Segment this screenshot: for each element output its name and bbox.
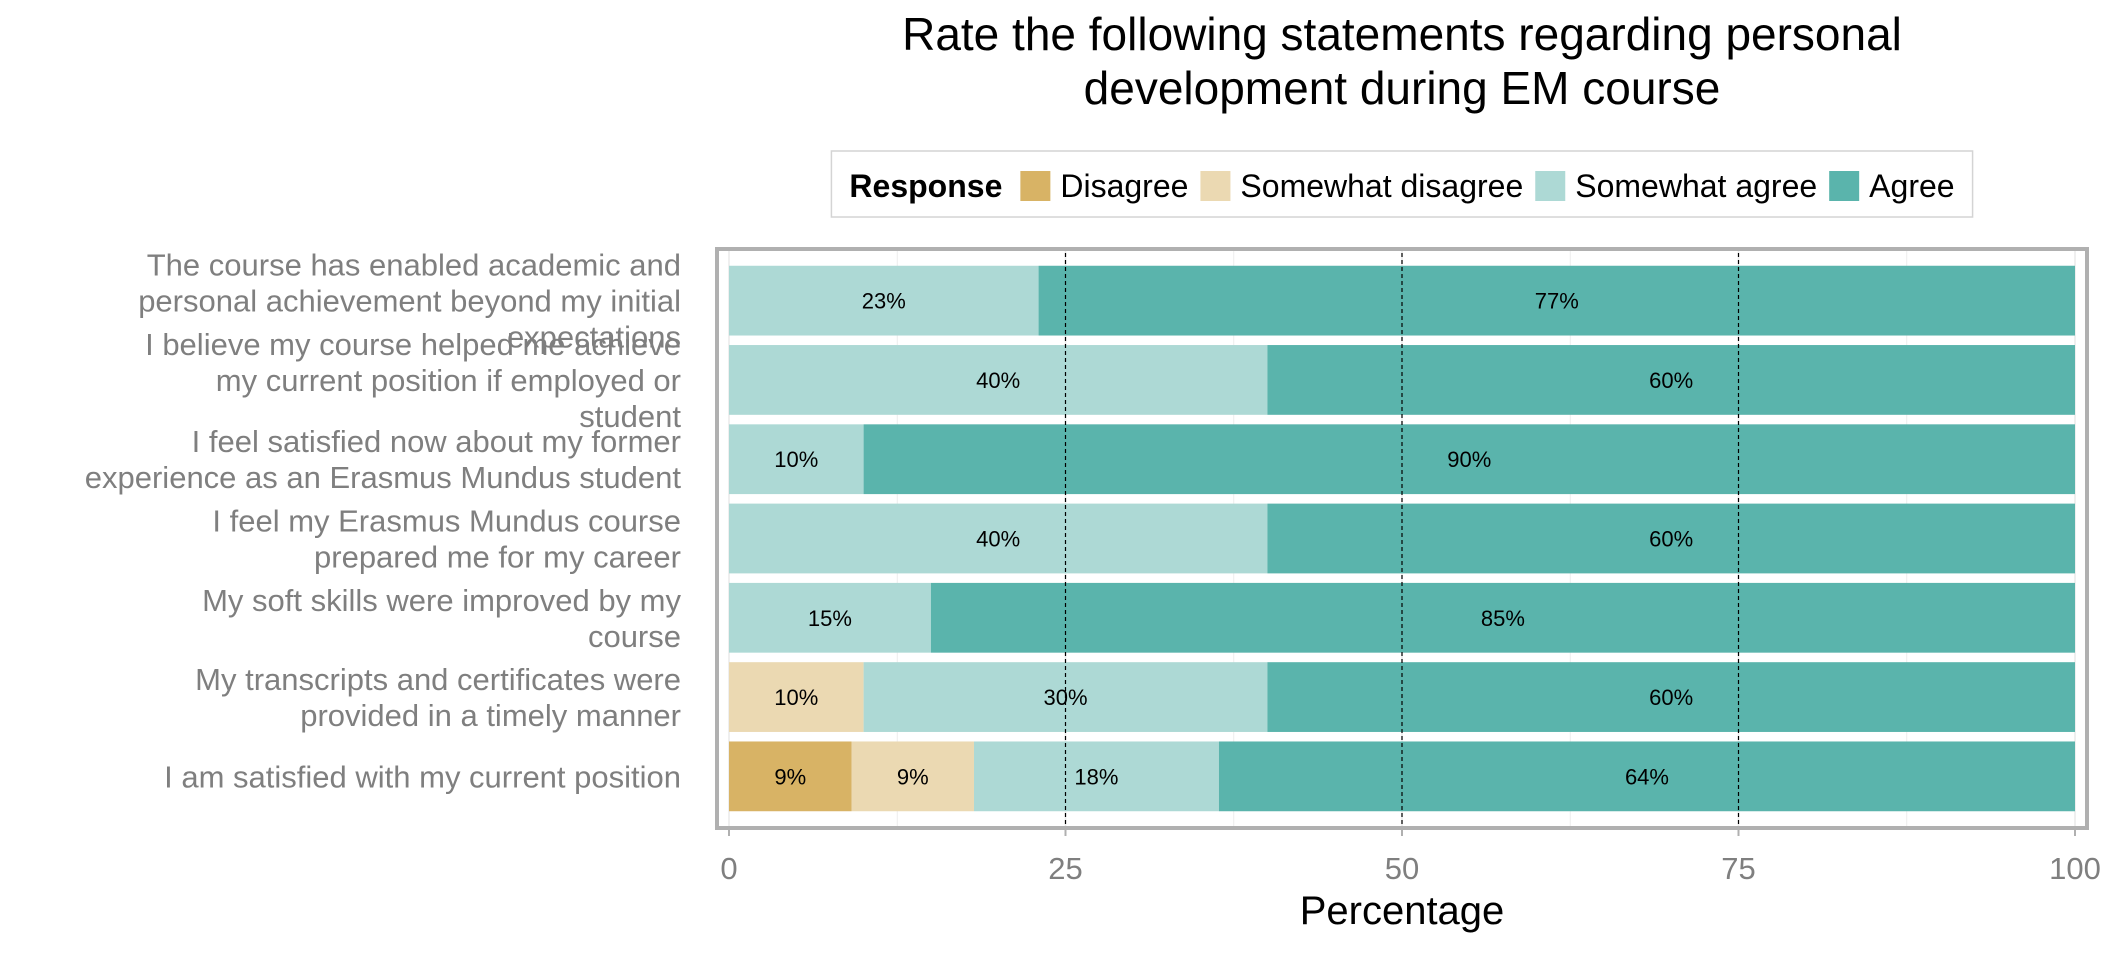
bar-label: 9%	[774, 764, 806, 789]
chart-title: Rate the following statements regarding …	[902, 8, 1902, 114]
bar-segment	[729, 265, 1039, 336]
bar-label: 10%	[774, 447, 818, 472]
y-tick-label: student	[579, 399, 681, 434]
y-tick-label: My transcripts and certificates were	[195, 662, 681, 697]
y-tick-label: course	[588, 619, 681, 654]
legend-title: Response	[849, 168, 1002, 204]
y-axis: The course has enabled academic andperso…	[85, 248, 682, 795]
bar-label: 60%	[1649, 527, 1693, 552]
bar-segment	[729, 503, 1268, 574]
bar-label: 23%	[862, 289, 906, 314]
bar-segment	[729, 741, 852, 812]
bar-label: 90%	[1447, 447, 1491, 472]
reference-lines	[715, 247, 2089, 830]
y-tick-label: experience as an Erasmus Mundus student	[85, 460, 682, 495]
bar-label: 10%	[774, 685, 818, 710]
x-tick-label: 100	[2049, 851, 2101, 886]
y-tick-label: expectations	[507, 320, 681, 355]
bar-segment	[851, 741, 974, 812]
bar-label: 30%	[1043, 685, 1087, 710]
y-tick-label: prepared me for my career	[314, 540, 681, 575]
legend-entry: Somewhat disagree	[1240, 168, 1523, 204]
x-axis-title: Percentage	[1300, 889, 1505, 933]
bar-segment	[973, 741, 1219, 812]
bar-label: 15%	[808, 606, 852, 631]
y-tick-label: provided in a timely manner	[300, 698, 681, 733]
y-tick-label: I believe my course helped me achieve	[145, 327, 681, 362]
bar-label: 85%	[1481, 606, 1525, 631]
y-tick-label: I am satisfied with my current position	[164, 759, 681, 794]
panel-border	[715, 247, 2089, 830]
y-tick-label: my current position if employed or	[216, 363, 681, 398]
y-tick-label: personal achievement beyond my initial	[138, 284, 681, 319]
legend-entry: Agree	[1869, 168, 1954, 204]
bar-segment	[729, 424, 864, 495]
y-tick-label: I feel my Erasmus Mundus course	[212, 504, 681, 539]
bar-label: 9%	[897, 764, 929, 789]
bar-label: 60%	[1649, 685, 1693, 710]
x-tick-label: 75	[1721, 851, 1755, 886]
bar-segment	[729, 662, 864, 732]
bar-segment	[930, 582, 2075, 653]
x-axis: 0 25 50 75 100 Percentage	[720, 830, 2101, 933]
bar-segment	[729, 582, 931, 653]
bar-segment	[1218, 741, 2075, 812]
legend-entry: Somewhat agree	[1575, 168, 1817, 204]
bar-label: 60%	[1649, 368, 1693, 393]
x-tick-label: 50	[1385, 851, 1419, 886]
bar-segment	[1038, 265, 2075, 336]
legend-entry: Disagree	[1060, 168, 1188, 204]
chart-title-line: development during EM course	[1084, 62, 1721, 114]
legend-swatch	[1829, 171, 1860, 201]
legend: Response Disagree Somewhat disagree Somewha…	[830, 150, 1974, 218]
bar-label: 77%	[1535, 289, 1579, 314]
y-tick-label: My soft skills were improved by my	[202, 583, 681, 618]
y-tick-label: I feel satisfied now about my former	[192, 424, 681, 459]
legend-swatch	[1200, 171, 1231, 201]
legend-swatch	[1535, 171, 1566, 201]
bar-segment	[729, 345, 1268, 415]
x-tick-label: 25	[1048, 851, 1082, 886]
y-tick-label: The course has enabled academic and	[147, 248, 681, 283]
bar-label: 40%	[976, 527, 1020, 552]
legend-swatch	[1020, 171, 1051, 201]
x-tick-label: 0	[720, 851, 737, 886]
bar-labels: 23% 77% 40% 60% 10% 90% 40% 60% 15% 85% 10% 30% 60% 9…	[774, 289, 1693, 790]
bar-label: 18%	[1074, 764, 1118, 789]
bar-label: 40%	[976, 368, 1020, 393]
bar-label: 64%	[1625, 764, 1669, 789]
chart-title-line: Rate the following statements regarding …	[902, 8, 1902, 60]
